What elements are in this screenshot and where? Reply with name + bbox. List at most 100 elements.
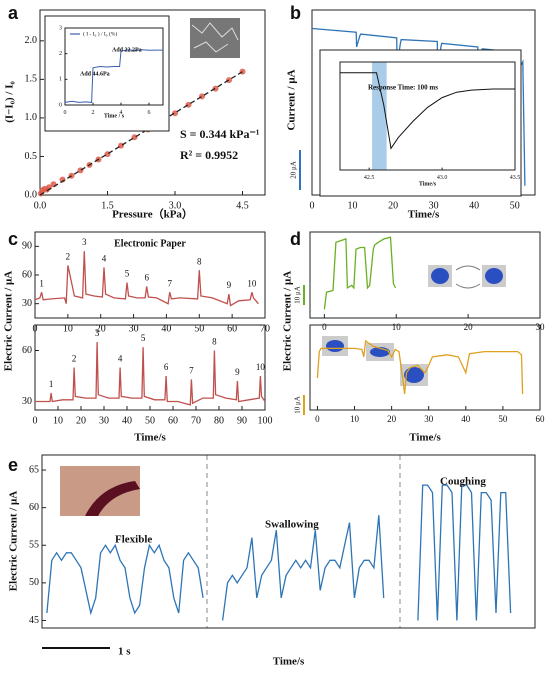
x-tick-label: 50: [510, 200, 520, 211]
x-tick-label: 20: [388, 200, 398, 211]
peak-label: 7: [189, 365, 194, 375]
x-tick-label: 10: [63, 323, 73, 334]
x-tick-label: 10: [392, 322, 402, 332]
data-line: [323, 236, 397, 310]
x-tick-label: 4: [120, 110, 123, 116]
x-tick-label: 4.5: [236, 200, 249, 211]
plot-frame: [309, 324, 541, 411]
hand-glove: [326, 340, 344, 352]
x-tick-label: 2: [92, 110, 95, 116]
y-tick-label: 2.0: [25, 35, 38, 46]
x-tick-label: 50: [145, 415, 155, 426]
data-point: [185, 101, 192, 108]
panel-letter: c: [8, 229, 18, 249]
x-tick-label: 20: [96, 323, 106, 334]
panel-letter: b: [290, 3, 301, 23]
cycle-arrow: [455, 265, 481, 289]
x-tick-label: 10: [348, 200, 358, 211]
plot-frame: [34, 324, 266, 411]
x-tick-label: 70: [191, 415, 201, 426]
sem-image: [190, 18, 240, 58]
inset-background: [44, 15, 170, 132]
x-tick-label: 0.0: [34, 200, 47, 211]
plot-frame: [41, 454, 536, 629]
y-tick-label: 3: [59, 25, 62, 31]
peak-label: 8: [212, 337, 217, 347]
neck-sensor: [85, 481, 140, 516]
data-point: [239, 68, 246, 75]
data-line: [34, 251, 259, 307]
x-tick-label: 40: [161, 323, 171, 334]
y-tick-label: 0.5: [25, 151, 38, 162]
data-line: [64, 49, 163, 103]
x-tick-label: 30: [429, 200, 439, 211]
data-line: [35, 341, 266, 406]
peak-label: 2: [72, 354, 77, 364]
x-tick-label: 100: [258, 415, 273, 426]
peak-label: 10: [256, 362, 266, 372]
x-axis-label: Time / s: [104, 113, 125, 119]
x-tick-label: 60: [168, 415, 178, 426]
x-tick-label: 3.0: [169, 200, 182, 211]
peak-label: 2: [66, 252, 71, 262]
y-tick-label: 1.5: [25, 74, 38, 85]
panel-letter: e: [8, 455, 18, 475]
x-tick-label: 42.5: [364, 175, 375, 181]
plot-frame: [309, 231, 541, 319]
x-tick-label: 20: [76, 415, 86, 426]
annotation: Coughing: [440, 476, 486, 488]
x-tick-label: 40: [469, 200, 479, 211]
peak-label: 1: [39, 278, 44, 288]
x-tick-label: 0: [315, 414, 320, 424]
data-line: [46, 484, 512, 621]
annotation: Flexible: [115, 534, 152, 546]
chart-title: Electronic Paper: [114, 238, 186, 249]
peak-label: 6: [164, 362, 169, 372]
plot-frame: [339, 61, 516, 171]
hand-glove: [431, 268, 449, 284]
x-tick-label: 0: [310, 200, 315, 211]
y-tick-label: 90: [22, 241, 32, 252]
annotation: Add 22.2Pa: [112, 47, 142, 53]
x-tick-label: 40: [461, 414, 471, 424]
data-point: [172, 110, 178, 117]
peak-label: 10: [247, 278, 257, 288]
legend-label: ( I - I₀ ) / I₀ (%): [83, 30, 117, 37]
peak-label: 5: [141, 333, 146, 343]
y-tick-label: 60: [22, 345, 32, 356]
plot-frame: [64, 27, 164, 106]
scale-bar-label: 20 μA: [290, 161, 298, 179]
y-tick-label: 1.0: [25, 112, 38, 123]
y-tick-label: 45: [29, 615, 39, 626]
plot-frame: [39, 9, 266, 196]
x-tick-label: 80: [214, 415, 224, 426]
x-tick-label: 0: [322, 322, 327, 332]
y-tick-label: 0.0: [25, 189, 38, 200]
x-tick-label: 10: [53, 415, 63, 426]
peak-label: 4: [118, 354, 123, 364]
x-axis-label: Time/s: [134, 432, 166, 444]
x-tick-label: 0: [64, 110, 67, 116]
annotation: S = 0.344 kPa⁻¹: [180, 127, 260, 141]
peak-label: 8: [197, 256, 202, 266]
y-tick-label: 60: [29, 502, 39, 513]
annotation: Add 44.6Pa: [80, 71, 110, 77]
sem-texture: [191, 22, 239, 53]
inset-background: [319, 49, 522, 197]
data-point: [199, 93, 205, 100]
data-line: [316, 339, 524, 395]
annotation: Swallowing: [265, 519, 319, 531]
x-tick-label: 90: [237, 415, 247, 426]
panel-letter: d: [290, 229, 301, 249]
data-point: [77, 167, 84, 174]
panel-letter: a: [8, 3, 19, 23]
x-tick-label: 10: [350, 414, 360, 424]
y-tick-label: 55: [29, 540, 39, 551]
y-axis-label: Electric Current / μA: [3, 271, 15, 371]
y-tick-label: 50: [29, 577, 39, 588]
x-axis-label: Pressure（kPa）: [112, 208, 193, 221]
data-point: [226, 77, 232, 84]
x-tick-label: 60: [227, 323, 237, 334]
x-tick-label: 20: [464, 322, 474, 332]
